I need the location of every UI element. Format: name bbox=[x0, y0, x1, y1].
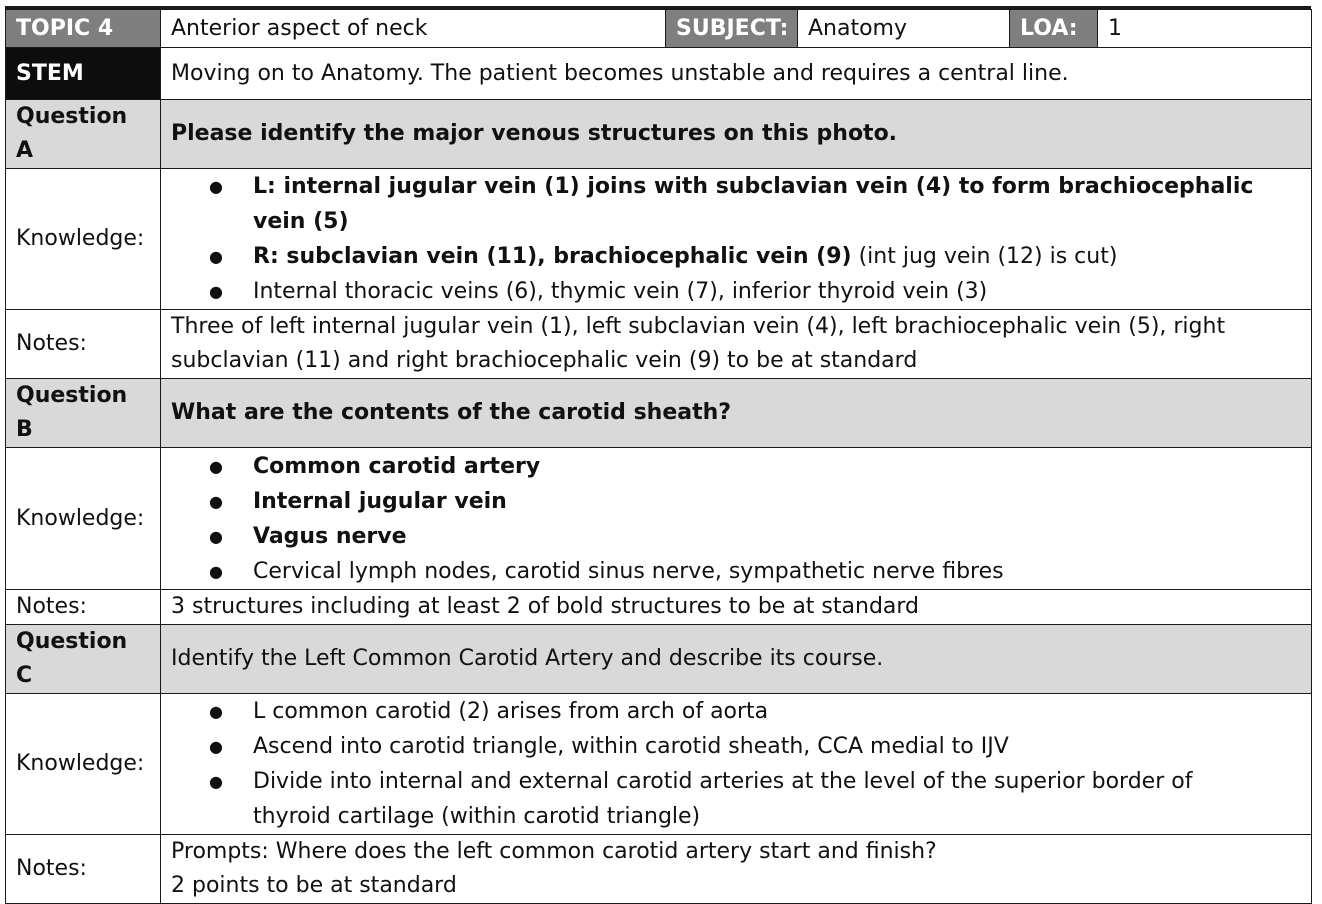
notes-line: 2 points to be at standard bbox=[171, 873, 457, 898]
knowledge-item-text: Ascend into carotid triangle, within car… bbox=[253, 734, 1009, 759]
question-row: Question C Identify the Left Common Caro… bbox=[5, 624, 1312, 694]
knowledge-item-bold: L: internal jugular vein (1) joins with … bbox=[253, 174, 1254, 234]
notes-line: subclavian (11) and right brachiocephali… bbox=[171, 348, 918, 373]
knowledge-list: Common carotid artery Internal jugular v… bbox=[171, 449, 1301, 589]
subject-label: SUBJECT: bbox=[665, 9, 798, 48]
knowledge-item-text: L common carotid (2) arises from arch of… bbox=[253, 699, 769, 724]
question-label: Question A bbox=[5, 99, 161, 169]
knowledge-label: Knowledge: bbox=[5, 447, 161, 590]
question-text: Identify the Left Common Carotid Artery … bbox=[160, 624, 1312, 694]
subject-value: Anatomy bbox=[797, 9, 1010, 48]
question-label: Question C bbox=[5, 624, 161, 694]
knowledge-label: Knowledge: bbox=[5, 693, 161, 835]
question-text: What are the contents of the carotid she… bbox=[160, 378, 1312, 448]
knowledge-list: L common carotid (2) arises from arch of… bbox=[171, 695, 1301, 834]
stem-row: STEM Moving on to Anatomy. The patient b… bbox=[5, 47, 1312, 100]
knowledge-row: Knowledge: L common carotid (2) arises f… bbox=[5, 693, 1312, 835]
question-label: Question B bbox=[5, 378, 161, 448]
exam-station-table: TOPIC 4 Anterior aspect of neck SUBJECT:… bbox=[5, 9, 1312, 904]
notes-cell: 3 structures including at least 2 of bol… bbox=[160, 589, 1312, 625]
knowledge-item: Divide into internal and external caroti… bbox=[209, 764, 1301, 834]
topic-value: Anterior aspect of neck bbox=[160, 9, 666, 48]
notes-label: Notes: bbox=[5, 309, 161, 379]
knowledge-label: Knowledge: bbox=[5, 168, 161, 310]
knowledge-item-text-continued: thyroid cartilage (within carotid triang… bbox=[253, 804, 701, 829]
knowledge-item: Internal jugular vein bbox=[209, 484, 1301, 519]
knowledge-item: Ascend into carotid triangle, within car… bbox=[209, 729, 1301, 764]
notes-label: Notes: bbox=[5, 834, 161, 904]
knowledge-row: Knowledge: L: internal jugular vein (1) … bbox=[5, 168, 1312, 310]
notes-line: Prompts: Where does the left common caro… bbox=[171, 839, 937, 864]
notes-line: Three of left internal jugular vein (1),… bbox=[171, 314, 1226, 339]
knowledge-item-bold: R: subclavian vein (11), brachiocephalic… bbox=[253, 244, 852, 269]
notes-row: Notes: 3 structures including at least 2… bbox=[5, 589, 1312, 625]
knowledge-cell: L: internal jugular vein (1) joins with … bbox=[160, 168, 1312, 310]
notes-label: Notes: bbox=[5, 589, 161, 625]
knowledge-item: Common carotid artery bbox=[209, 449, 1301, 484]
stem-label: STEM bbox=[5, 47, 161, 100]
knowledge-item: L: internal jugular vein (1) joins with … bbox=[209, 170, 1301, 240]
header-row: TOPIC 4 Anterior aspect of neck SUBJECT:… bbox=[5, 9, 1312, 48]
knowledge-list: L: internal jugular vein (1) joins with … bbox=[171, 170, 1301, 309]
knowledge-item-bold: Common carotid artery bbox=[253, 453, 541, 479]
question-text: Please identify the major venous structu… bbox=[160, 99, 1312, 169]
knowledge-item: R: subclavian vein (11), brachiocephalic… bbox=[209, 239, 1301, 274]
knowledge-item: Cervical lymph nodes, carotid sinus nerv… bbox=[209, 554, 1301, 589]
knowledge-item: Internal thoracic veins (6), thymic vein… bbox=[209, 274, 1301, 309]
notes-row: Notes: Prompts: Where does the left comm… bbox=[5, 834, 1312, 904]
notes-row: Notes: Three of left internal jugular ve… bbox=[5, 309, 1312, 379]
knowledge-item-bold: Vagus nerve bbox=[253, 523, 407, 549]
knowledge-item-bold: Internal jugular vein bbox=[253, 488, 507, 514]
knowledge-cell: L common carotid (2) arises from arch of… bbox=[160, 693, 1312, 835]
notes-line: 3 structures including at least 2 of bol… bbox=[171, 594, 920, 619]
notes-cell: Prompts: Where does the left common caro… bbox=[160, 834, 1312, 904]
question-row: Question A Please identify the major ven… bbox=[5, 99, 1312, 169]
knowledge-row: Knowledge: Common carotid artery Interna… bbox=[5, 447, 1312, 590]
loa-label: LOA: bbox=[1009, 9, 1098, 48]
notes-cell: Three of left internal jugular vein (1),… bbox=[160, 309, 1312, 379]
stem-text: Moving on to Anatomy. The patient become… bbox=[160, 47, 1312, 100]
knowledge-item-text: Internal thoracic veins (6), thymic vein… bbox=[253, 279, 988, 304]
question-row: Question B What are the contents of the … bbox=[5, 378, 1312, 448]
knowledge-item: Vagus nerve bbox=[209, 519, 1301, 554]
knowledge-item: L common carotid (2) arises from arch of… bbox=[209, 695, 1301, 730]
knowledge-cell: Common carotid artery Internal jugular v… bbox=[160, 447, 1312, 590]
table-top-border bbox=[5, 6, 1311, 10]
loa-value: 1 bbox=[1097, 9, 1312, 48]
knowledge-item-text: (int jug vein (12) is cut) bbox=[851, 244, 1118, 269]
topic-label: TOPIC 4 bbox=[5, 9, 161, 48]
knowledge-item-text: Cervical lymph nodes, carotid sinus nerv… bbox=[253, 558, 1004, 584]
